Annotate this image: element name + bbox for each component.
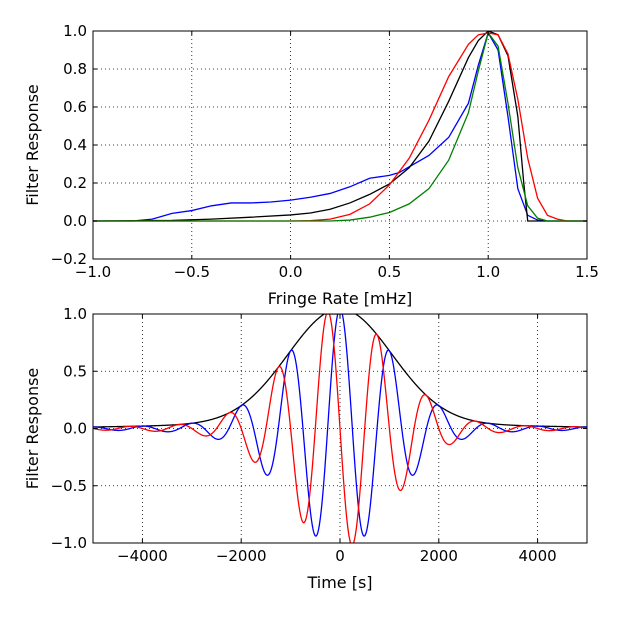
x-tick-label: −1.0 <box>75 263 111 281</box>
y-tick-label: 0.0 <box>63 420 87 438</box>
x-axis-label: Time [s] <box>306 573 372 592</box>
x-tick-label: −4000 <box>117 547 168 565</box>
y-tick-label: 0.8 <box>63 60 87 78</box>
y-tick-label: −1.0 <box>51 534 87 552</box>
y-tick-label: 1.0 <box>63 305 87 323</box>
y-axis-label: Filter Response <box>23 368 42 490</box>
x-tick-label: −0.5 <box>174 263 210 281</box>
y-tick-label: 0.0 <box>63 212 87 230</box>
series-line-2 <box>93 314 587 543</box>
series-line-3 <box>93 31 587 222</box>
x-tick-label: 0.5 <box>377 263 401 281</box>
x-tick-label: 1.5 <box>575 263 599 281</box>
y-tick-label: 1.0 <box>63 22 87 40</box>
x-tick-label: 0 <box>335 547 345 565</box>
top-panel-fringe-rate: −1.0 −0.5 0.0 0.5 1.0 1.5 −0.2 0.0 0.2 0.4 0.6 0.8 1… <box>23 22 599 308</box>
bottom-panel-time: −4000 −2000 0 2000 4000 −1.0 −0.5 0.0 0.5 1.0 Time… <box>23 305 588 592</box>
y-tick-label: 0.6 <box>63 98 87 116</box>
y-axis-label: Filter Response <box>23 84 42 206</box>
y-tick-label: −0.2 <box>51 250 87 268</box>
y-tick-label: 0.5 <box>63 362 87 380</box>
x-tick-label: 2000 <box>420 547 458 565</box>
y-tick-label: −0.5 <box>51 477 87 495</box>
series-line-0 <box>93 31 587 222</box>
x-tick-label: −2000 <box>216 547 267 565</box>
series-line-2 <box>93 32 587 222</box>
x-tick-label: 0.0 <box>279 263 303 281</box>
series-line-1 <box>93 314 587 537</box>
series-line-1 <box>93 31 587 222</box>
y-tick-label: 0.2 <box>63 174 87 192</box>
y-tick-label: 0.4 <box>63 136 87 154</box>
x-tick-label: 1.0 <box>476 263 500 281</box>
x-axis-label: Fringe Rate [mHz] <box>268 289 413 308</box>
plot-frame <box>92 30 588 260</box>
x-tick-label: 4000 <box>519 547 557 565</box>
